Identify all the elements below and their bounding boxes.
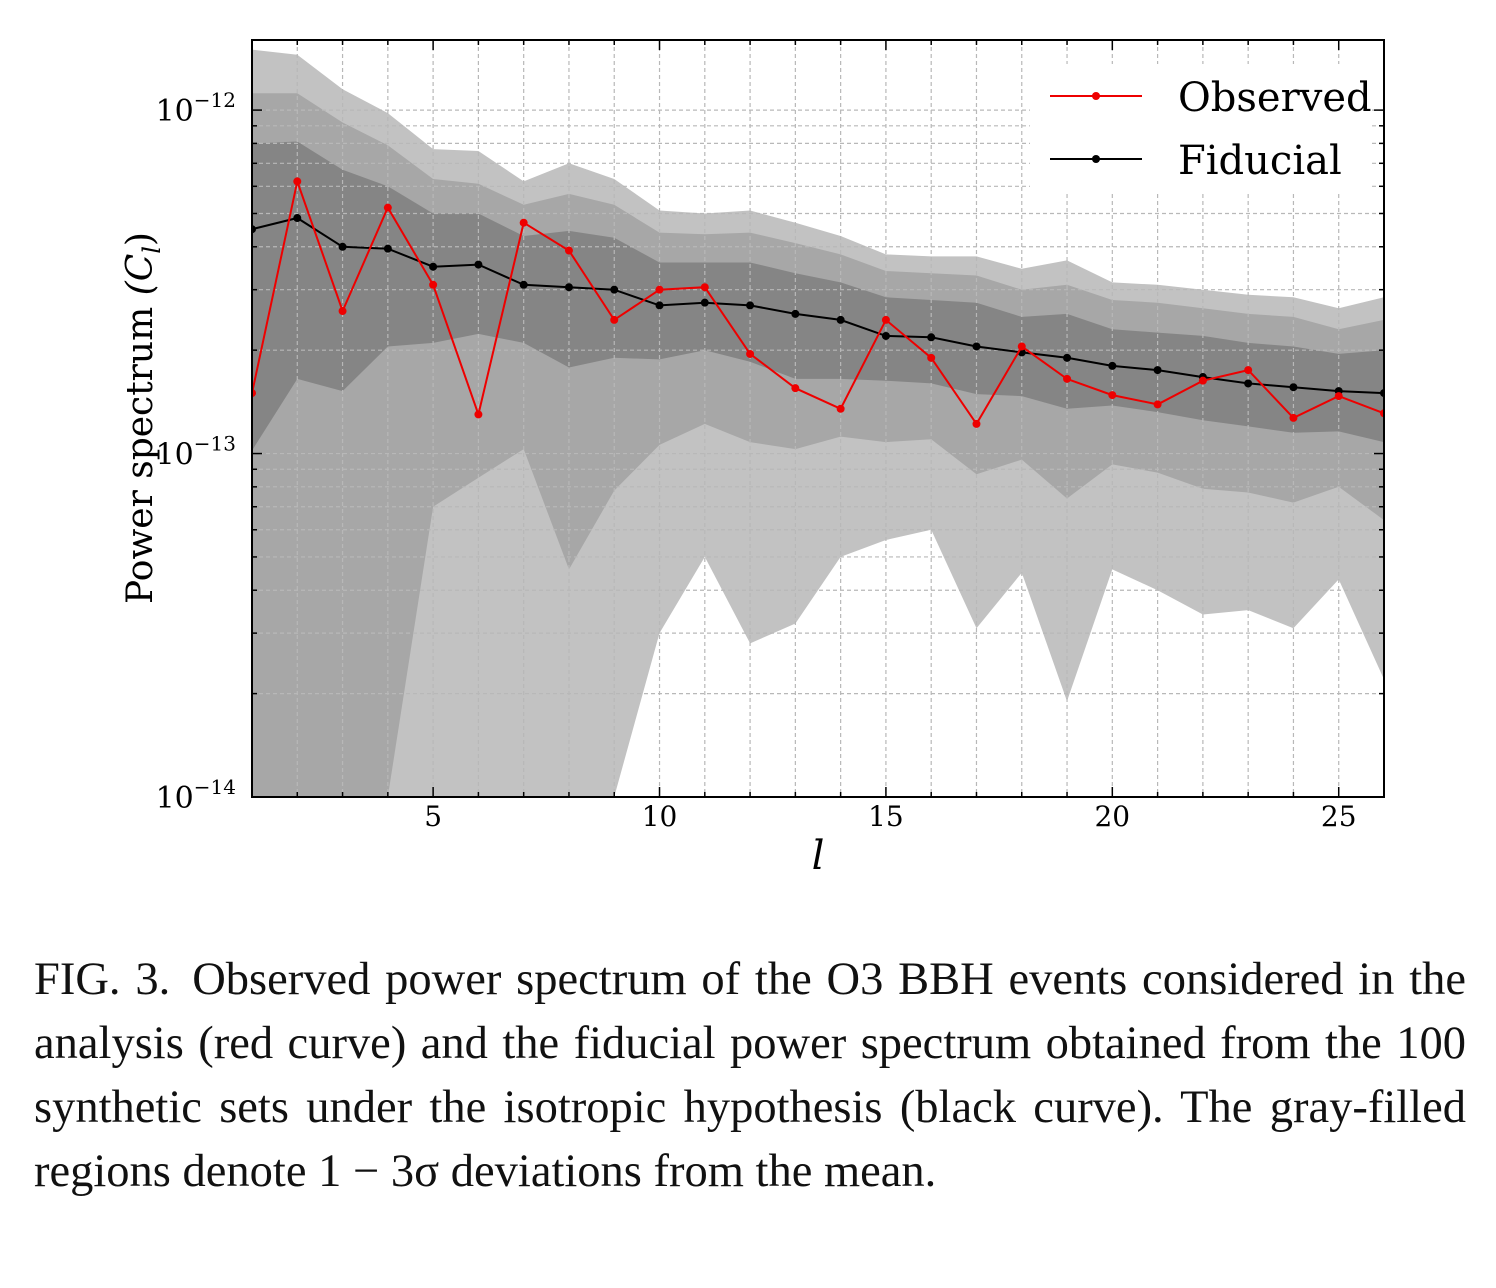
y-tick-exponent: −12 [194,88,236,112]
series-line-observed [252,177,1384,426]
data-point-observed [1063,374,1072,383]
data-point-observed [836,404,845,413]
data-point-fiducial [927,333,936,342]
legend-background [1030,64,1370,194]
data-point-fiducial [519,280,528,289]
y-tick-base: 10 [156,781,194,816]
legend-observed-marker [1092,92,1100,100]
y-tick-base: 10 [156,94,194,129]
x-axis-label: l [812,833,825,879]
data-point-observed [429,280,438,289]
data-point-observed [700,283,709,292]
data-point-fiducial [1153,366,1162,375]
legend-observed-label: Observed [1178,75,1372,121]
x-tick-label: 5 [424,800,442,833]
data-point-observed [1289,413,1298,422]
y-axis-label-subscript: l [138,246,166,254]
data-point-observed [1108,391,1117,400]
x-tick-label: 10 [642,800,678,833]
y-axis-label: Power spectrum (Cl) [120,232,166,604]
plot-frame [251,39,1385,798]
data-point-observed [293,177,302,186]
legend-fiducial-marker [1092,155,1100,163]
data-point-observed [610,315,619,324]
data-point-observed [746,349,755,358]
y-tick-exponent: −14 [194,775,236,799]
y-tick-base: 10 [156,438,194,473]
y-axis-label-close: ) [120,232,161,246]
caption-text-end: deviations from the mean. [439,1146,937,1197]
x-tick-label: 25 [1321,800,1357,833]
series-line-fiducial [252,216,1384,395]
legend: Observed Fiducial [1030,64,1372,194]
data-point-observed [1244,366,1253,375]
band-1-sigma [252,141,1384,451]
y-tick-label: 10−14 [156,775,236,816]
data-point-observed [564,246,573,255]
y-tick-label: 10−12 [156,88,236,129]
data-point-observed [881,315,890,324]
legend-fiducial-label: Fiducial [1178,138,1342,184]
data-point-observed [1198,376,1207,385]
data-point-fiducial [700,298,709,307]
data-point-fiducial [429,262,438,271]
figure-caption: FIG. 3. Observed power spectrum of the O3… [34,948,1466,1204]
data-point-observed [519,218,528,227]
sigma-bands [252,49,1384,797]
y-axis-label-text: Power spectrum [120,295,161,604]
data-point-fiducial [836,315,845,324]
data-point-fiducial [564,283,573,292]
data-point-observed [1334,392,1343,401]
data-point-fiducial [655,301,664,310]
data-point-observed [972,419,981,428]
y-tick-label: 10−13 [156,432,236,473]
x-tick-label: 15 [868,800,904,833]
data-point-observed [1017,342,1026,351]
data-point-fiducial [791,309,800,318]
caption-label: FIG. 3. [34,954,171,1005]
data-point-fiducial [383,244,392,253]
data-point-observed [383,203,392,212]
data-point-observed [791,384,800,393]
data-point-observed [655,285,664,294]
data-point-fiducial [1108,361,1117,370]
data-point-observed [474,410,483,419]
data-point-fiducial [1244,379,1253,388]
data-point-observed [338,307,347,316]
caption-text-start: Observed power spectrum of the O3 BBH ev… [34,954,1467,1197]
y-axis-label-symbol: (C [120,254,161,296]
data-point-fiducial [1289,383,1298,392]
caption-math: 1 − 3σ [318,1146,440,1197]
data-point-fiducial [746,301,755,310]
data-series [252,177,1384,428]
data-point-observed [927,353,936,362]
data-point-fiducial [338,242,347,251]
data-point-fiducial [881,331,890,340]
data-point-observed [1153,400,1162,409]
data-point-fiducial [610,285,619,294]
data-point-fiducial [972,342,981,351]
data-point-fiducial [474,260,483,269]
data-point-fiducial [1063,353,1072,362]
x-tick-label: 20 [1094,800,1130,833]
data-point-fiducial [293,214,302,223]
y-tick-exponent: −13 [194,432,236,456]
